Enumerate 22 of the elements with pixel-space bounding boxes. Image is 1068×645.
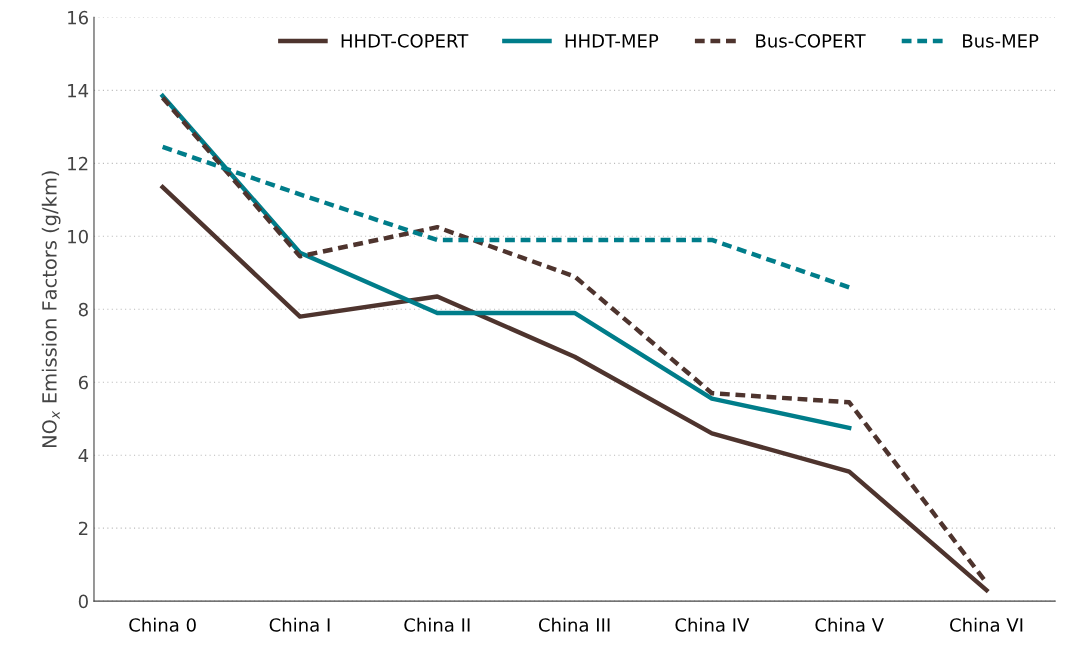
x-tick-label: China VI — [950, 617, 1023, 632]
y-tick-label: 16 — [68, 10, 88, 25]
x-tick-label: China III — [538, 617, 610, 632]
y-tick-label: 14 — [68, 84, 89, 98]
y-tick-label: 8 — [78, 302, 88, 317]
x-tick-label: China V — [815, 617, 884, 632]
legend-label: HHDT-MEP — [565, 34, 659, 48]
line-series — [160, 184, 989, 593]
legend-label: HHDT-COPERT — [341, 33, 469, 48]
y-tick-label: 0 — [78, 594, 88, 609]
y-tick-label: 4 — [78, 448, 89, 463]
x-tick-label: China II — [404, 617, 470, 632]
y-tick-label: 12 — [68, 156, 88, 171]
y-tick-label: 6 — [78, 375, 88, 390]
y-axis-title: NO$_{x}$ Emission Factors (g/km) — [41, 171, 61, 448]
x-tick-label: China I — [269, 617, 330, 632]
y-tick-label: 10 — [68, 229, 88, 244]
x-tick-label: China IV — [675, 617, 750, 632]
legend-label: Bus-COPERT — [756, 33, 866, 48]
legend-label: Bus-MEP — [963, 34, 1039, 48]
x-tick-label: China 0 — [129, 617, 196, 632]
y-tick-label: 2 — [78, 521, 88, 536]
